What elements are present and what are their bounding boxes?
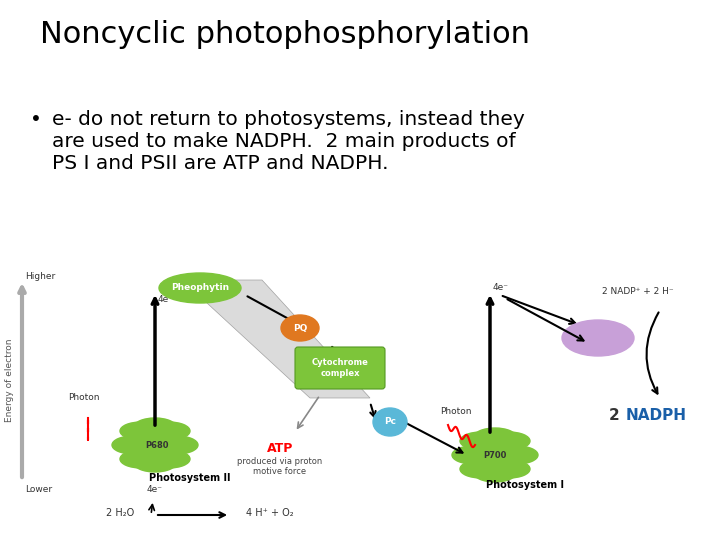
Text: PS I and PSII are ATP and NADPH.: PS I and PSII are ATP and NADPH.	[52, 154, 389, 173]
Text: Cytochrome
complex: Cytochrome complex	[312, 359, 369, 377]
Text: Higher: Higher	[25, 272, 55, 281]
Text: 2 H₂O: 2 H₂O	[106, 508, 134, 518]
Ellipse shape	[562, 320, 634, 356]
FancyBboxPatch shape	[295, 347, 385, 389]
Ellipse shape	[460, 432, 502, 450]
Ellipse shape	[452, 446, 494, 464]
Text: are used to make NADPH.  2 main products of: are used to make NADPH. 2 main products …	[52, 132, 516, 151]
Ellipse shape	[120, 450, 162, 468]
Ellipse shape	[156, 436, 198, 454]
Ellipse shape	[496, 446, 538, 464]
Text: Noncyclic photophosphorylation: Noncyclic photophosphorylation	[40, 20, 530, 49]
Text: 4e⁻: 4e⁻	[147, 485, 163, 495]
Text: Pc: Pc	[384, 417, 396, 427]
Text: Energy of electron: Energy of electron	[6, 338, 14, 422]
Text: NADPH: NADPH	[626, 408, 687, 423]
Ellipse shape	[134, 436, 176, 454]
Text: PQ: PQ	[293, 323, 307, 333]
Text: 4 H⁺ + O₂: 4 H⁺ + O₂	[246, 508, 294, 518]
Text: 2: 2	[609, 408, 625, 423]
Text: 4e⁻: 4e⁻	[493, 284, 509, 293]
Ellipse shape	[281, 315, 319, 341]
Text: 4e⁻: 4e⁻	[158, 295, 174, 305]
Text: Photosystem II: Photosystem II	[149, 473, 230, 483]
Text: P700: P700	[483, 450, 507, 460]
Ellipse shape	[120, 422, 162, 440]
Ellipse shape	[159, 273, 241, 303]
Ellipse shape	[373, 408, 407, 436]
Text: Photon: Photon	[440, 408, 472, 416]
Ellipse shape	[474, 428, 516, 446]
Ellipse shape	[488, 432, 530, 450]
Text: Photon: Photon	[68, 394, 99, 402]
Ellipse shape	[148, 450, 190, 468]
Ellipse shape	[460, 460, 502, 478]
Text: Lower: Lower	[25, 485, 52, 494]
Polygon shape	[182, 280, 370, 398]
Text: P680: P680	[145, 441, 168, 449]
Text: Photosystem I: Photosystem I	[486, 480, 564, 490]
Ellipse shape	[488, 460, 530, 478]
Ellipse shape	[112, 436, 154, 454]
Text: Pheophytin: Pheophytin	[171, 284, 229, 293]
Ellipse shape	[474, 446, 516, 464]
Text: ATP: ATP	[267, 442, 293, 455]
Text: produced via proton
motive force: produced via proton motive force	[238, 457, 323, 476]
Ellipse shape	[474, 464, 516, 482]
Ellipse shape	[134, 454, 176, 472]
Ellipse shape	[148, 422, 190, 440]
Text: •: •	[30, 110, 42, 129]
Text: e- do not return to photosystems, instead they: e- do not return to photosystems, instea…	[52, 110, 525, 129]
Ellipse shape	[134, 418, 176, 436]
Text: 2 NADP⁺ + 2 H⁻: 2 NADP⁺ + 2 H⁻	[602, 287, 674, 296]
